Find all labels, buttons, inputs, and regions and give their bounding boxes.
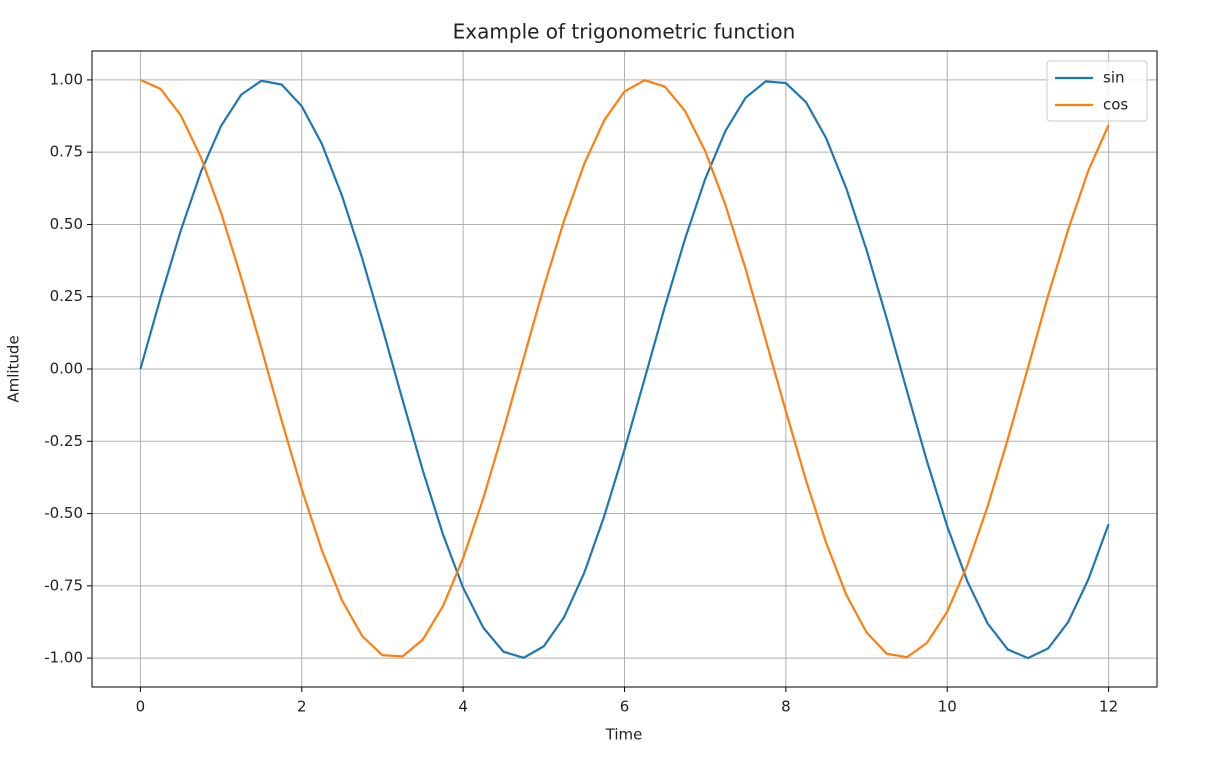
legend-box xyxy=(1046,60,1148,122)
x-tick-label: 6 xyxy=(620,698,630,716)
chart-title: Example of trigonometric function xyxy=(453,20,796,44)
y-axis-label: Amlitude xyxy=(5,335,23,402)
x-axis-label: Time xyxy=(605,726,643,744)
y-tick-label: 0.75 xyxy=(50,143,83,161)
legend-label: sin xyxy=(1103,69,1125,87)
y-tick-label: 1.00 xyxy=(50,70,83,88)
x-tick-label: 0 xyxy=(136,698,146,716)
line-series xyxy=(139,79,1110,660)
legend-label: cos xyxy=(1103,96,1128,114)
y-tick-label: -0.50 xyxy=(44,504,83,522)
y-tick-label: 0.50 xyxy=(50,215,83,233)
y-tick-label: -0.25 xyxy=(44,432,83,450)
y-tick-label: 0.00 xyxy=(50,360,83,378)
x-tick-label: 10 xyxy=(938,698,957,716)
x-tick-label: 8 xyxy=(781,698,791,716)
x-tick-label: 4 xyxy=(458,698,468,716)
x-tick-label: 2 xyxy=(297,698,307,716)
line-series xyxy=(139,78,1110,659)
y-tick-label: 0.25 xyxy=(50,287,83,305)
plot-frame xyxy=(91,50,1158,688)
x-tick-label: 12 xyxy=(1099,698,1118,716)
y-tick-label: -1.00 xyxy=(44,649,83,667)
y-tick-label: -0.75 xyxy=(44,576,83,594)
